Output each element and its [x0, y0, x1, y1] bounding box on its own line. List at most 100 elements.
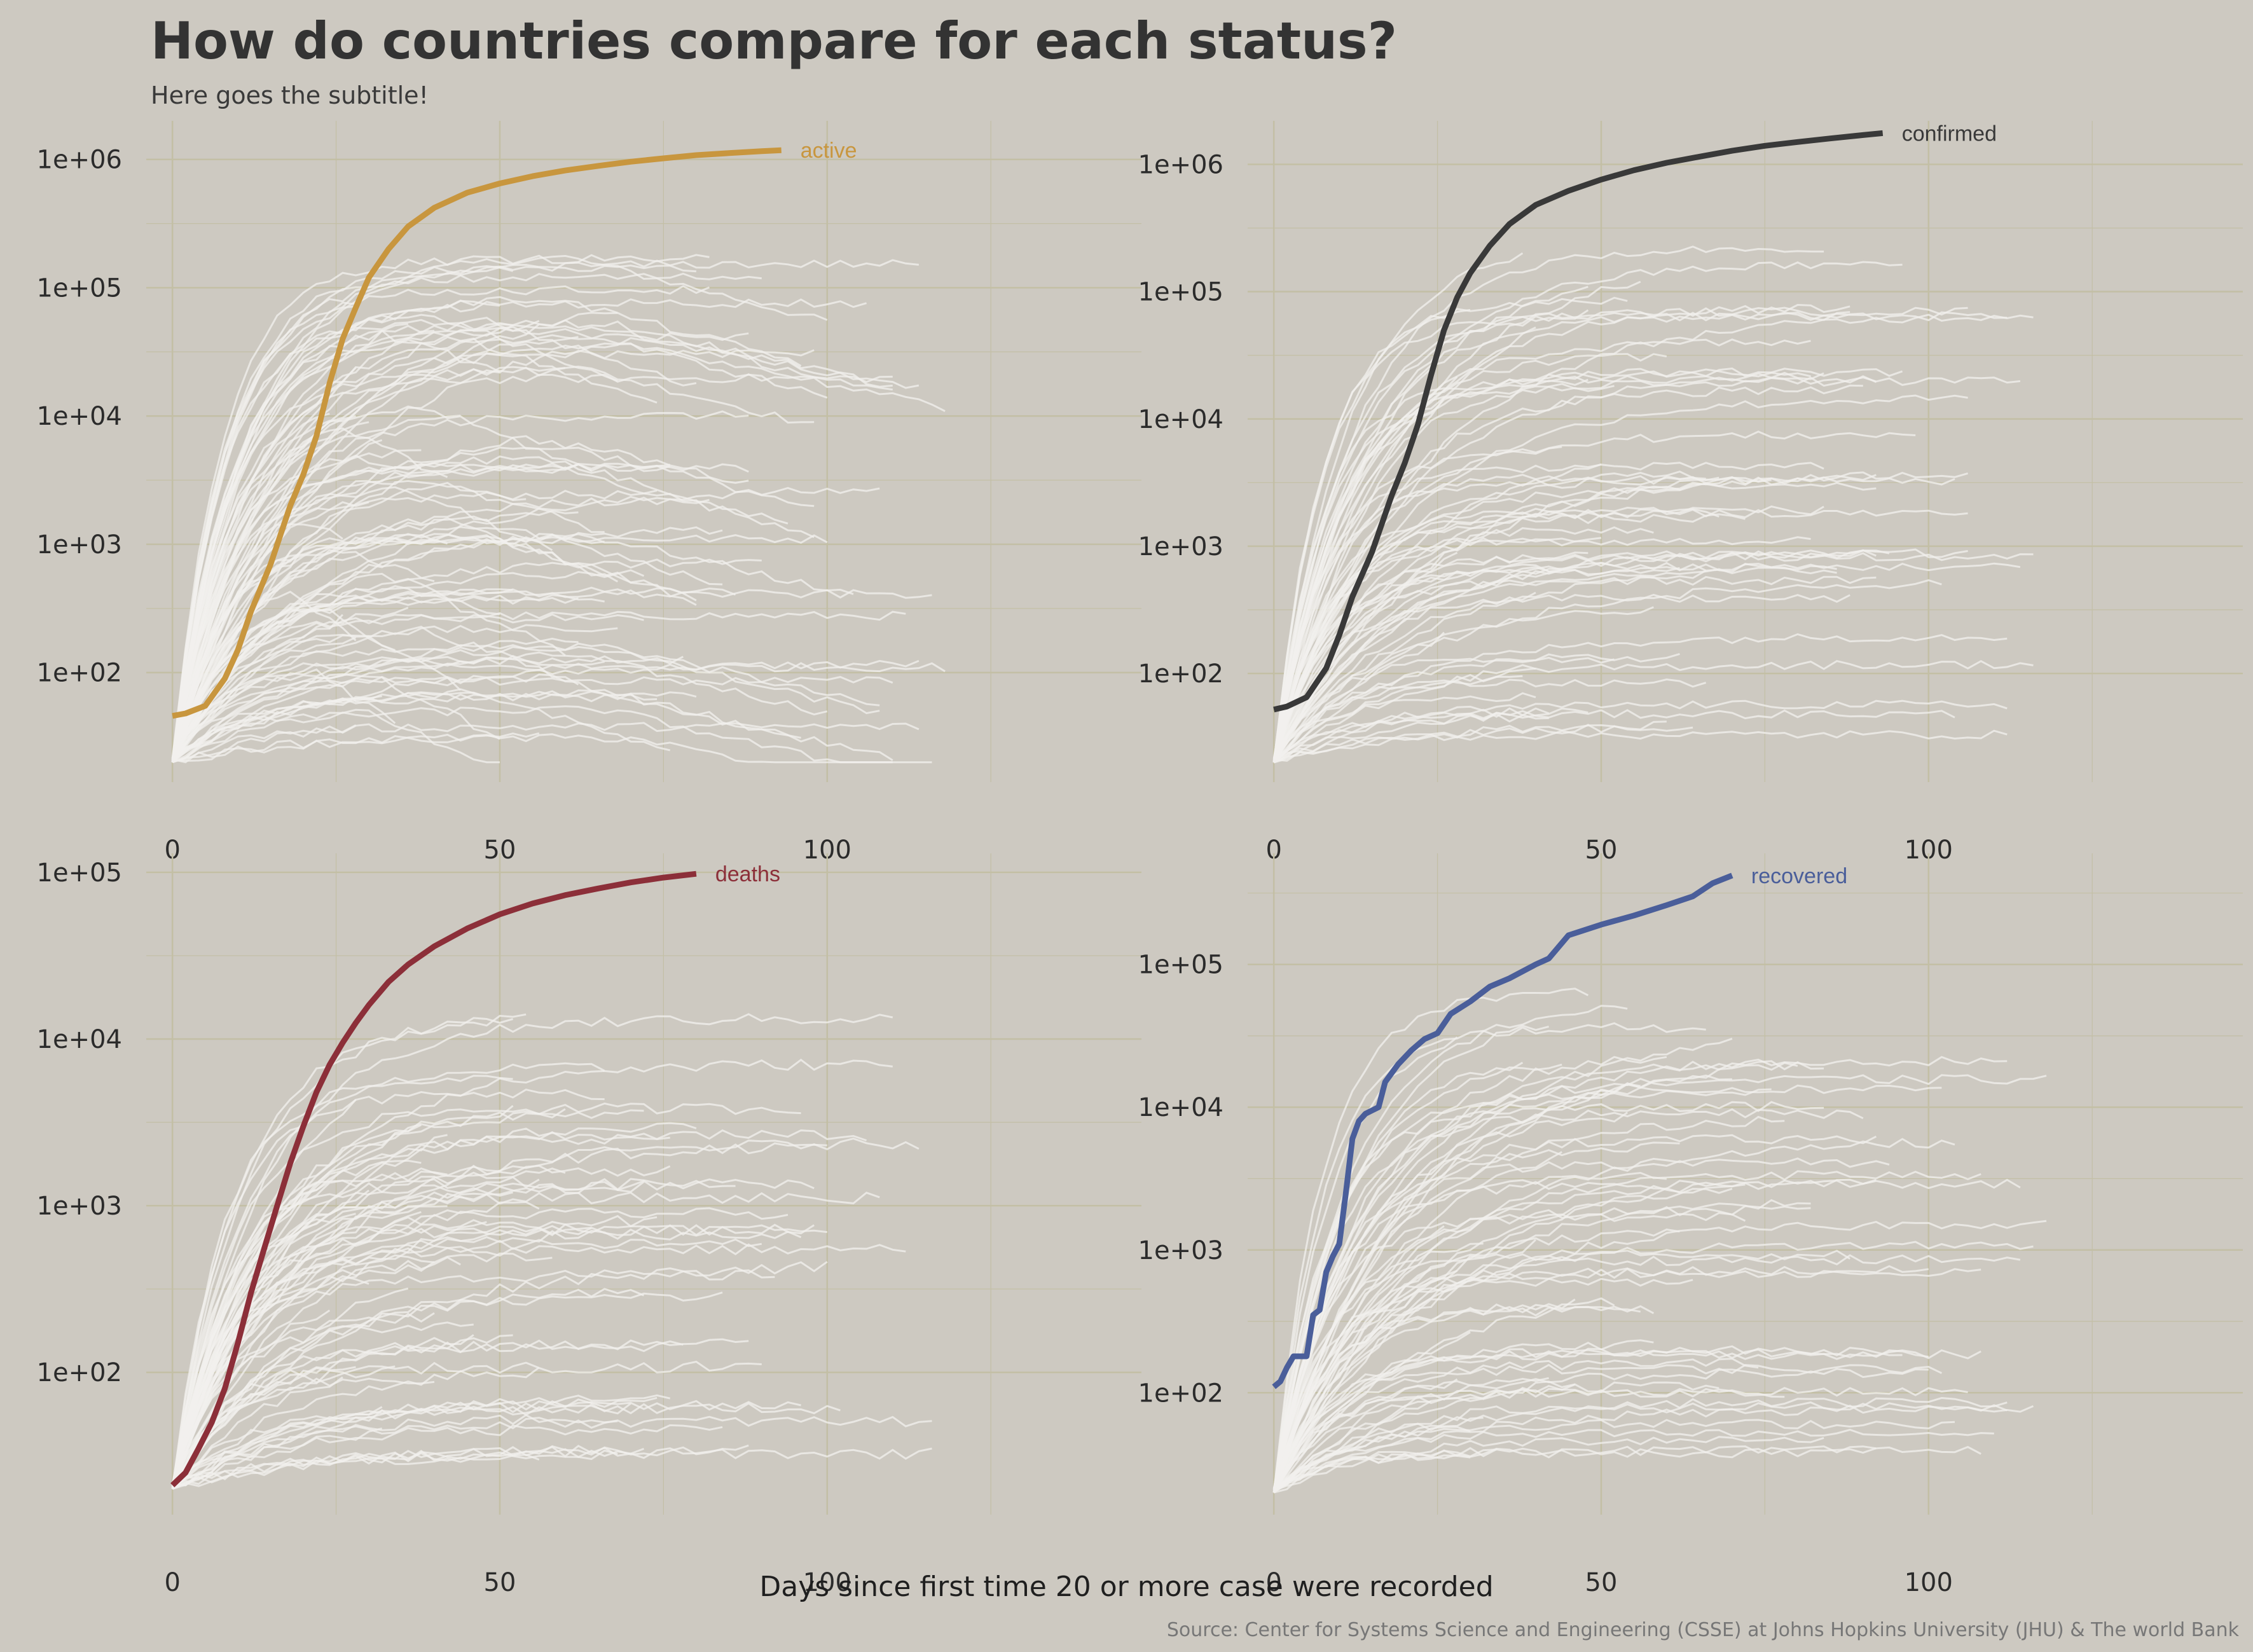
country-line [171, 1102, 801, 1489]
country-line [172, 1452, 540, 1490]
country-line [171, 1312, 435, 1489]
x-tick-label: 100 [1905, 1568, 1953, 1597]
country-line [171, 1058, 893, 1489]
country-line [171, 1288, 645, 1490]
country-line [171, 439, 383, 763]
x-tick-label: 100 [803, 1568, 851, 1597]
country-line [1273, 659, 2034, 764]
country-line [1272, 394, 1968, 763]
country-line [171, 1213, 356, 1489]
country-line [171, 366, 566, 762]
country-line [1273, 707, 1588, 764]
country-line [171, 654, 684, 763]
country-line [1272, 508, 1719, 761]
country-line [1272, 261, 1903, 763]
country-line [171, 1109, 644, 1489]
country-line [1272, 526, 1654, 759]
country-line [1272, 678, 1707, 763]
country-line [1272, 1170, 1981, 1493]
x-tick-label: 50 [484, 1568, 516, 1597]
country-line [1272, 1363, 1943, 1493]
country-line [171, 1225, 592, 1489]
country-line [1272, 1349, 1981, 1493]
country-line [171, 413, 330, 762]
country-line [171, 1142, 827, 1489]
country-line [171, 254, 710, 759]
country-line [171, 1340, 684, 1490]
country-line [171, 586, 736, 761]
country-line [1273, 699, 2008, 764]
country-line [172, 651, 828, 760]
country-line [1272, 1249, 1850, 1493]
series-label-recovered: recovered [1751, 864, 1847, 888]
country-line [171, 637, 357, 763]
highlight-line-deaths [170, 871, 697, 1488]
country-line [1272, 549, 1877, 763]
country-line [1272, 551, 1588, 763]
country-line [1273, 656, 1615, 762]
country-line [1272, 385, 1615, 761]
country-line [1272, 1024, 1549, 1489]
country-line [171, 254, 828, 762]
gridlines [146, 853, 1141, 1515]
country-line [1272, 513, 1746, 763]
highlight-line-recovered [1272, 872, 1733, 1389]
y-tick-label: 1e+06 [37, 146, 122, 175]
y-tick-label: 1e+03 [37, 530, 122, 560]
country-line [1272, 245, 1824, 763]
country-line [1272, 1331, 1471, 1492]
country-line [171, 558, 762, 763]
country-line [1273, 707, 1550, 762]
gridlines [1248, 121, 2243, 782]
country-line [1272, 1101, 1824, 1493]
y-tick-label: 1e+03 [1138, 532, 1223, 561]
country-line [171, 590, 357, 759]
country-line [1273, 1401, 2008, 1494]
country-line [171, 1291, 723, 1489]
country-line [172, 637, 579, 763]
y-tick-label: 1e+02 [1138, 1379, 1223, 1408]
country-line [1272, 537, 1602, 762]
country-line [171, 1124, 422, 1487]
y-tick-label: 1e+03 [1138, 1236, 1223, 1265]
country-line [172, 1403, 631, 1490]
country-line [1272, 1187, 1733, 1490]
country-line [1272, 1005, 1628, 1493]
country-line [171, 405, 592, 762]
y-tick-label: 1e+06 [1138, 151, 1223, 180]
country-line [1272, 481, 1877, 763]
country-line [172, 1447, 932, 1490]
country-line [1274, 720, 1667, 762]
country-line [1272, 474, 1877, 761]
country-line [171, 644, 880, 763]
country-line [171, 317, 697, 762]
country-line [1272, 1387, 1785, 1493]
country-line [1273, 579, 1942, 764]
country-line [172, 1424, 723, 1485]
country-line [171, 533, 697, 763]
chart-title: How do countries compare for each status… [151, 11, 1398, 71]
x-tick-label: 50 [1585, 1568, 1618, 1597]
country-line [171, 1164, 671, 1486]
country-line [1273, 1419, 1955, 1491]
country-line [171, 462, 749, 761]
country-line [1272, 1205, 1811, 1490]
country-line [171, 662, 946, 763]
country-line [171, 1256, 461, 1489]
country-line [171, 337, 920, 762]
country-line [171, 610, 906, 763]
country-line [1273, 1447, 1877, 1494]
country-line [1273, 729, 2008, 764]
country-line [1273, 1368, 1929, 1492]
country-line [171, 613, 644, 763]
chart-subtitle: Here goes the subtitle! [151, 81, 429, 109]
country-line [171, 1215, 658, 1489]
country-line [171, 1159, 422, 1485]
country-line [171, 305, 356, 762]
country-line [1273, 724, 1693, 764]
x-axis-label: Days since first time 20 or more case we… [759, 1571, 1494, 1603]
country-line [171, 549, 435, 763]
country-line [172, 722, 920, 762]
series-label-deaths: deaths [715, 862, 780, 886]
